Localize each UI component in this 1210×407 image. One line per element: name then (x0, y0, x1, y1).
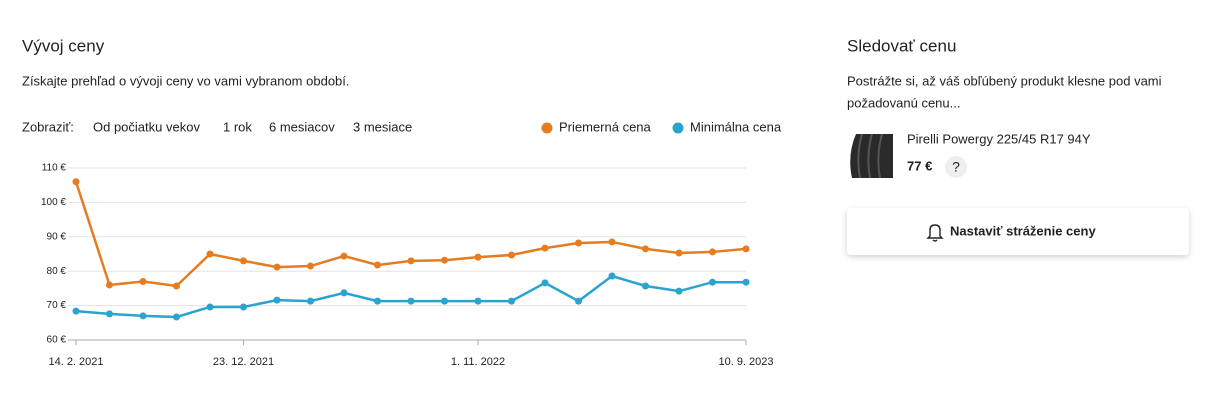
price-point (340, 252, 348, 260)
price-point (340, 289, 348, 297)
price-point (441, 297, 448, 305)
price-point (575, 239, 582, 247)
filter-option[interactable]: 3 mesiace (353, 119, 412, 134)
help-icon[interactable] (945, 156, 967, 178)
price-point (742, 278, 750, 286)
price-point (273, 296, 281, 304)
watch-text: Postrážte si, až váš obľúbený produkt kl… (847, 73, 1162, 88)
x-tick-label: 1. 11. 2022 (451, 356, 505, 368)
price-point (139, 312, 147, 320)
price-point (742, 245, 750, 253)
price-point (709, 248, 716, 256)
price-point (106, 281, 113, 289)
price-point (273, 263, 281, 271)
price-point (441, 256, 448, 264)
filter-option[interactable]: 6 mesiacov (269, 119, 335, 134)
price-point (474, 297, 482, 305)
x-tick-label: 10. 9. 2023 (718, 356, 773, 368)
y-tick-label: 60 € (47, 335, 67, 346)
price-point (72, 307, 80, 315)
filter-option[interactable]: 1 rok (223, 119, 252, 134)
product-name[interactable]: Pirelli Powergy 225/45 R17 94Y (907, 131, 1091, 146)
price-point (675, 287, 683, 295)
price-point (608, 238, 616, 246)
price-point (541, 279, 549, 287)
legend-dot (541, 122, 553, 134)
legend-label: Priemerná cena (559, 119, 652, 134)
price-point (307, 262, 314, 270)
y-tick-label: 80 € (47, 266, 67, 277)
price-point (508, 297, 515, 305)
price-point (608, 272, 616, 280)
x-tick-label: 14. 2. 2021 (48, 356, 103, 368)
price-point (173, 282, 180, 290)
price-point (575, 297, 582, 305)
price-point (240, 303, 247, 311)
price-line (74, 181, 747, 288)
price-point (374, 261, 381, 269)
price-point (474, 253, 482, 261)
watch-title: Sledovať cenu (847, 36, 956, 55)
y-tick-label: 110 € (42, 163, 67, 174)
price-point (307, 297, 314, 305)
watch-button[interactable] (847, 208, 1189, 255)
watch-text: požadovanú cenu... (847, 95, 960, 110)
price-point (709, 278, 716, 286)
price-point (139, 278, 147, 286)
price-point (407, 257, 415, 265)
price-point (173, 313, 180, 321)
tire-image (847, 132, 893, 179)
price-point (642, 282, 649, 290)
price-point (206, 250, 214, 258)
price-point (240, 257, 247, 265)
price-line (75, 274, 746, 319)
price-point (508, 251, 515, 259)
button-label: Nastaviť stráženie ceny (950, 223, 1096, 238)
price-point (206, 303, 214, 311)
filter-option[interactable]: Od počiatku vekov (93, 119, 200, 134)
legend-label: Minimálna cena (690, 119, 782, 134)
bell-icon (926, 224, 944, 242)
price-point (407, 297, 415, 305)
title: Vývoj ceny (22, 36, 105, 55)
price-point (642, 245, 649, 253)
price-point (675, 249, 683, 257)
y-tick-label: 100 € (41, 197, 66, 208)
legend-dot (672, 122, 684, 134)
product-price: 77 € (907, 158, 932, 173)
price-point (106, 310, 113, 318)
subtitle: Získajte prehľad o vývoji ceny vo vami v… (22, 73, 350, 88)
y-tick-label: 90 € (47, 231, 67, 242)
x-tick-label: 23. 12. 2021 (213, 356, 274, 368)
price-point (72, 178, 80, 186)
filter-label: Zobraziť: (22, 119, 74, 134)
help-text: ? (952, 159, 960, 175)
y-tick-label: 70 € (47, 300, 67, 311)
price-point (374, 297, 381, 305)
price-point (541, 244, 549, 252)
